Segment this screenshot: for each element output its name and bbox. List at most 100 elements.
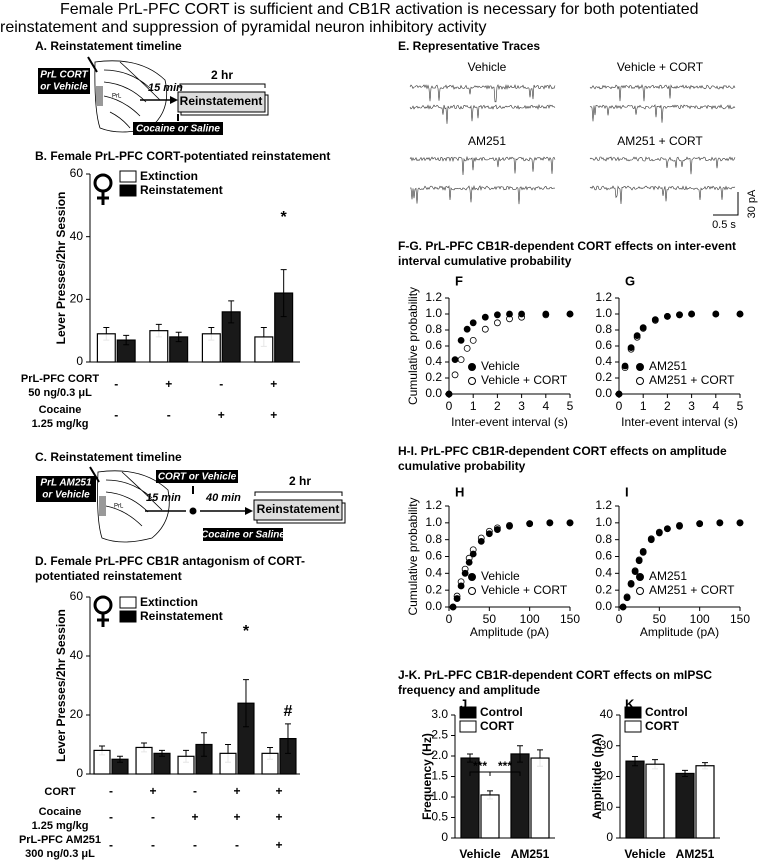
condition-sign: + <box>191 810 198 824</box>
condition-sublabel: 300 ng/0.3 μL <box>25 848 95 860</box>
y-tick-label: 0.0 <box>425 599 442 613</box>
y-tick-label: 60 <box>70 589 84 603</box>
treatment-box <box>38 68 90 94</box>
x-tick-label: 0 <box>616 399 623 413</box>
x-tick-label: 5 <box>737 399 744 413</box>
y-tick-label: 0.0 <box>595 386 612 400</box>
bar <box>111 758 129 775</box>
data-point <box>655 529 663 537</box>
y-tick-label: 0.0 <box>595 599 612 613</box>
x-tick-label: 100 <box>520 612 540 626</box>
condition-sign: - <box>219 377 223 391</box>
x-tick-label: 2 <box>494 399 501 413</box>
x-tick-label: AM251 <box>511 847 550 861</box>
condition-sign: + <box>270 408 277 422</box>
bar <box>645 763 665 839</box>
legend-marker <box>636 377 644 385</box>
y-tick-label: 0.8 <box>595 532 612 546</box>
condition-sign: - <box>167 408 171 422</box>
data-point <box>526 520 534 528</box>
data-point <box>631 568 639 576</box>
data-point <box>445 390 453 398</box>
panel-heading: frequency and amplitude <box>398 683 540 697</box>
y-tick-label: 0.4 <box>425 566 442 580</box>
prime-label: Cocaine or Saline <box>136 124 220 135</box>
data-point <box>647 536 655 544</box>
y-tick-label: 40 <box>600 707 614 721</box>
legend-label: Reinstatement <box>140 609 223 623</box>
bar <box>675 772 695 839</box>
data-point <box>639 548 647 556</box>
legend-marker <box>468 377 476 385</box>
data-point <box>696 520 704 528</box>
y-tick-label: 0.6 <box>425 338 442 352</box>
condition-label: PrL-PFC AM251 <box>19 834 101 846</box>
legend-swatch <box>119 610 137 623</box>
trace <box>409 155 556 176</box>
legend-label: AM251 <box>649 569 687 583</box>
data-point <box>461 569 469 577</box>
condition-label: PrL-PFC CORT <box>21 373 100 385</box>
bar <box>149 330 169 363</box>
legend-swatch <box>459 706 477 719</box>
panel-heading: F-G. PrL-PFC CB1R-dependent CORT effects… <box>398 239 736 253</box>
legend-label: Vehicle <box>481 359 520 373</box>
delay-label: 40 min <box>205 492 241 504</box>
y-tick-label: 0.2 <box>595 370 612 384</box>
y-tick-label: 1.2 <box>595 498 612 512</box>
y-tick-label: 1.2 <box>425 290 442 304</box>
panel-letter: G <box>625 273 635 288</box>
chart-title: B. Female PrL-PFC CORT-potentiated reins… <box>35 149 330 163</box>
panel-title: E. Representative Traces <box>398 39 540 53</box>
panel-letter: H <box>455 484 464 499</box>
bar <box>116 339 136 363</box>
brain-diagram <box>87 56 168 133</box>
x-tick-label: 4 <box>712 399 719 413</box>
data-point <box>664 525 671 533</box>
y-tick-label: 0.8 <box>595 322 612 336</box>
y-tick-label: 0.6 <box>595 338 612 352</box>
legend-swatch <box>624 706 642 719</box>
chart-title: D. Female PrL-PFC CB1R antagonism of COR… <box>35 554 305 568</box>
data-point <box>493 526 501 533</box>
y-tick-label: 0.8 <box>425 322 442 336</box>
trace-label: AM251 + CORT <box>617 134 703 148</box>
data-point <box>633 332 641 340</box>
data-point <box>716 519 724 527</box>
data-point <box>477 537 485 545</box>
bar <box>169 336 189 363</box>
figure-title: reinstatement and suppression of pyramid… <box>0 19 486 36</box>
condition-sign: - <box>114 377 118 391</box>
trace <box>409 104 556 124</box>
x-tick-label: 5 <box>567 399 574 413</box>
data-point <box>469 319 477 327</box>
panel-heading: cumulative probability <box>398 459 526 473</box>
condition-sign: - <box>109 838 113 852</box>
bar <box>93 749 111 775</box>
scale-label: 30 pA <box>746 189 758 218</box>
trace-label: Vehicle <box>468 60 507 74</box>
data-point <box>615 390 623 398</box>
y-tick-label: 20 <box>600 769 614 783</box>
bar <box>237 702 255 775</box>
y-axis-label: Amplitude (pA) <box>590 734 604 820</box>
legend-label: Vehicle + CORT <box>481 583 568 597</box>
legend-marker <box>468 587 476 595</box>
y-axis-label: Cumulative probability <box>406 287 420 405</box>
legend-marker <box>636 363 644 371</box>
legend-label: Extinction <box>140 595 198 609</box>
legend-swatch <box>624 720 642 733</box>
data-point <box>736 310 744 318</box>
session-label: Reinstatement <box>257 502 340 516</box>
legend-label: AM251 + CORT <box>649 583 735 597</box>
bar <box>195 743 213 775</box>
y-tick-label: 0 <box>76 766 83 780</box>
y-tick-label: 0.2 <box>595 582 612 596</box>
legend-marker <box>468 573 476 581</box>
condition-sign: + <box>275 838 282 852</box>
y-tick-label: 10 <box>600 799 614 813</box>
x-axis-label: Amplitude (pA) <box>470 625 549 639</box>
legend-label: Vehicle <box>481 569 520 583</box>
condition-label: Cocaine <box>39 404 82 416</box>
condition-label: Cocaine <box>39 806 82 818</box>
